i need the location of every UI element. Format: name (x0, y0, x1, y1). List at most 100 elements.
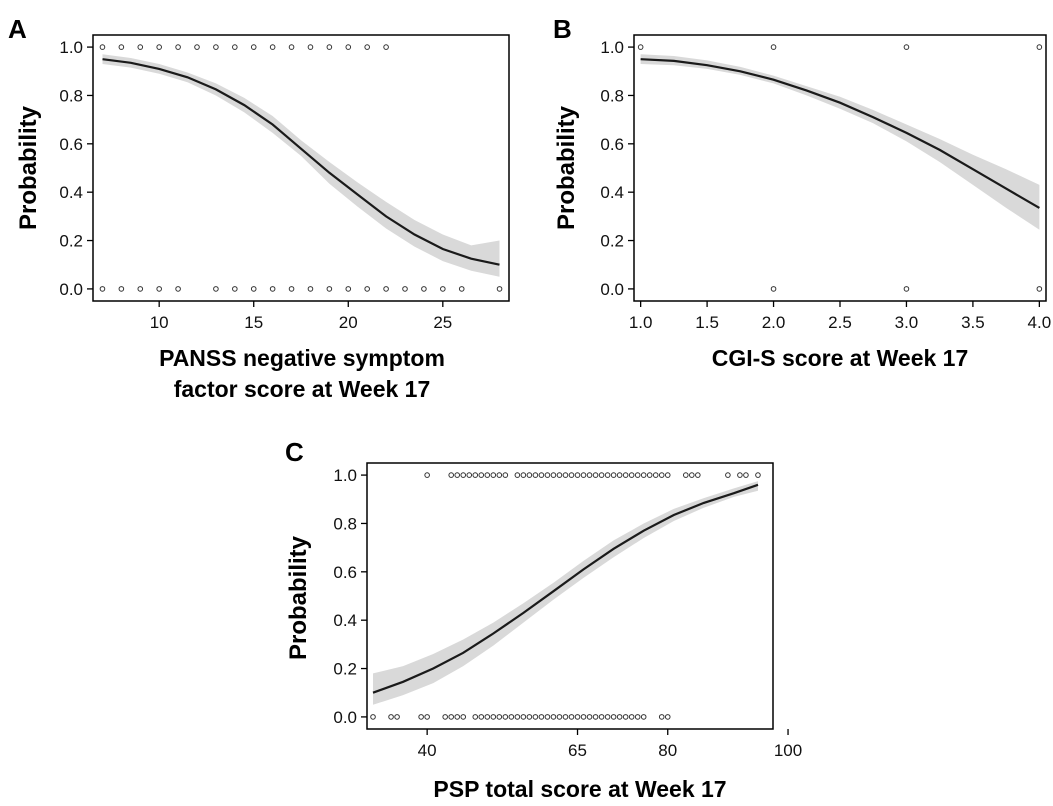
data-point-c (424, 472, 430, 478)
data-point-c (466, 472, 473, 478)
x-axis-label-a-line2: factor score at Week 17 (174, 376, 431, 402)
data-point-c (592, 472, 599, 478)
x-tick-label-b: 1.0 (629, 313, 653, 332)
data-point-c (610, 714, 617, 720)
data-point-c (484, 714, 491, 720)
data-point-a (364, 286, 370, 292)
data-point-c (370, 714, 376, 720)
data-point-c (682, 472, 689, 478)
y-tick-label-b: 0.8 (600, 86, 624, 105)
data-point-c (634, 472, 641, 478)
data-point-c (755, 472, 761, 478)
data-point-a (213, 44, 219, 50)
data-point-a (496, 286, 503, 292)
data-point-c (490, 714, 497, 720)
plot-frame-c (366, 462, 774, 730)
data-point-c (454, 714, 461, 720)
data-point-a (175, 286, 181, 292)
data-point-c (526, 714, 533, 720)
data-point-c (616, 714, 623, 720)
y-tick-label-c: 0.8 (333, 514, 357, 533)
y-tick-label-a: 0.6 (59, 135, 83, 154)
plot-area-c: 0.0 0.2 0.4 0.6 0.8 1.0 40 65 80 100 (333, 462, 802, 760)
x-tick-label-b: 2.0 (762, 313, 786, 332)
y-axis-label-a: Probability (15, 105, 42, 230)
fitted-curve-c (372, 483, 759, 694)
x-tick-label-c: 40 (418, 741, 437, 760)
data-point-b (637, 44, 644, 50)
data-point-c (424, 714, 430, 720)
data-point-c (737, 472, 743, 478)
x-tick-label-b: 3.5 (961, 313, 985, 332)
data-point-a (250, 44, 257, 50)
data-point-b (1036, 44, 1043, 50)
data-point-c (490, 472, 497, 478)
y-tick-label-b: 0.6 (600, 135, 624, 154)
data-point-c (562, 472, 569, 478)
data-point-c (478, 714, 485, 720)
data-point-c (544, 472, 551, 478)
x-tick-label-b: 4.0 (1028, 313, 1052, 332)
data-point-a (232, 44, 238, 50)
panel-b: B 0.0 0.2 0.4 0.6 0.8 1.0 1.0 1.5 2.0 2.5 3.0 3.5 4.… (553, 14, 1051, 371)
data-point-c (544, 714, 551, 720)
data-point-c (586, 714, 593, 720)
plot-area-a: 0.0 0.2 0.4 0.6 0.8 1.0 10 15 20 25 (59, 34, 510, 332)
data-point-c (556, 714, 563, 720)
data-point-c (598, 714, 605, 720)
data-point-c (448, 472, 455, 478)
data-point-a (307, 44, 314, 50)
data-point-c (640, 714, 647, 720)
data-point-c (580, 472, 587, 478)
panel-c: C 0.0 0.2 0.4 0.6 0.8 1.0 40 65 80 100 Probabilit… (285, 437, 802, 802)
data-point-c (652, 472, 659, 478)
data-point-a (402, 286, 408, 292)
confidence-band-a (102, 54, 500, 277)
data-point-a (137, 44, 144, 50)
data-point-c (562, 714, 569, 720)
data-point-a (440, 286, 446, 292)
y-tick-label-c: 0.2 (333, 660, 357, 679)
data-point-a (269, 44, 276, 50)
data-point-a (99, 286, 106, 292)
data-point-c (695, 472, 701, 478)
data-point-c (580, 714, 587, 720)
panel-label-b: B (553, 14, 572, 44)
data-point-a (118, 44, 125, 50)
data-point-c (448, 714, 455, 720)
data-point-c (460, 472, 467, 478)
confidence-band-b (640, 54, 1040, 230)
y-tick-label-a: 0.8 (59, 86, 83, 105)
data-point-c (388, 714, 394, 720)
fitted-curve-b (640, 58, 1040, 209)
data-point-c (550, 472, 557, 478)
x-tick-label-b: 2.5 (828, 313, 852, 332)
data-point-c (520, 714, 527, 720)
data-point-c (604, 714, 611, 720)
y-tick-label-a: 1.0 (59, 38, 83, 57)
data-point-a (156, 286, 162, 292)
data-point-c (514, 714, 521, 720)
x-axis-label-b: CGI-S score at Week 17 (712, 345, 969, 371)
data-point-c (394, 714, 400, 720)
fitted-curve-a (102, 58, 500, 266)
data-point-c (502, 472, 509, 478)
data-point-a (213, 286, 219, 292)
data-point-c (454, 472, 461, 478)
data-point-c (658, 472, 665, 478)
data-point-c (634, 714, 641, 720)
data-point-a (383, 286, 389, 292)
data-point-c (442, 714, 448, 720)
data-point-a (118, 286, 125, 292)
data-point-c (538, 714, 545, 720)
data-point-c (604, 472, 611, 478)
data-point-c (508, 714, 515, 720)
data-point-a (288, 44, 295, 50)
y-tick-label-a: 0.4 (59, 183, 83, 202)
data-point-a (194, 44, 200, 50)
y-tick-label-a: 0.0 (59, 280, 83, 299)
data-point-c (496, 472, 503, 478)
data-point-a (326, 286, 333, 292)
data-point-c (586, 472, 593, 478)
